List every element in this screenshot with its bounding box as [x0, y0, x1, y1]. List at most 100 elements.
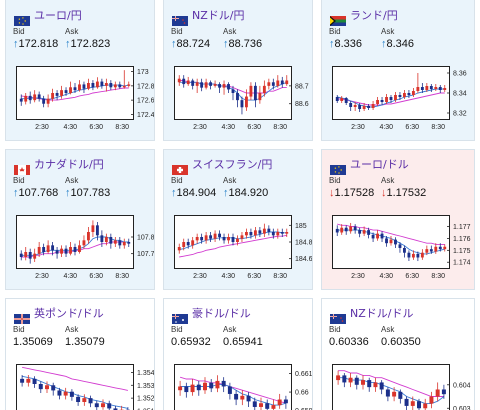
arrow-up-icon: ↑ [171, 38, 177, 50]
candlestick [438, 243, 442, 252]
ask-price-value: 172.823 [70, 38, 111, 50]
candlestick [51, 382, 56, 396]
x-axis-tick-label: 8:30 [115, 273, 129, 279]
candlestick [186, 76, 190, 86]
x-axis-tick-label: 2:30 [193, 273, 207, 279]
candlestick [203, 377, 207, 394]
candlestick [45, 381, 49, 393]
candlestick [425, 83, 429, 92]
candlestick [411, 250, 415, 260]
candlestick [385, 94, 388, 104]
currency-pair-card[interactable]: ユーロ/ドル Bid Ask ↓1.17528 ↓1.17532 1.177 1.176 1.… [321, 149, 475, 290]
x-axis-tick-label: 6:30 [89, 124, 103, 130]
x-axis-tick-label: 6:30 [405, 273, 419, 279]
x-axis-tick-label: 6:30 [247, 124, 261, 130]
candlestick [271, 78, 275, 90]
currency-pair-card[interactable]: カナダドル/円 Bid Ask ↑107.768 ↑107.783 107.8 107.7 2… [5, 149, 155, 290]
candlestick [340, 224, 344, 235]
ask-price-value: 184.920 [228, 187, 269, 199]
candlestick [46, 94, 50, 108]
candlestick [236, 89, 239, 108]
candlestick [118, 81, 122, 89]
x-axis-tick-label: 2:30 [35, 124, 49, 130]
candlestick [28, 248, 32, 264]
candlestick [249, 82, 253, 101]
candlestick [258, 227, 262, 237]
intraday-chart[interactable]: 1.354 1.353 1.352 1.351 [16, 364, 155, 410]
currency-pair-title[interactable]: ユーロ/円 [34, 9, 82, 22]
intraday-chart[interactable]: 173 172.8 172.6 172.4 2:30 4:30 6:30 8:30 [16, 66, 154, 130]
candlestick [204, 232, 208, 244]
candlestick [231, 233, 235, 246]
arrow-up-icon: ↑ [171, 187, 177, 199]
candlestick [407, 250, 411, 262]
arrow-up-icon: ↑ [65, 187, 71, 199]
currency-pair-card[interactable]: ユーロ/円 Bid Ask ↑172.818 ↑172.823 173 172.8 172.6… [5, 0, 155, 141]
y-axis-tick-label: 184.6 [295, 256, 313, 263]
intraday-chart[interactable]: 1.177 1.176 1.175 1.174 2:30 4:30 6:30 8:30 [332, 215, 472, 279]
candlestick [73, 83, 77, 93]
price-chart-svg: 185 184.8 184.6 2:30 4:30 6:30 8:30 [174, 215, 313, 279]
candlestick [358, 227, 362, 238]
intraday-chart[interactable]: 107.8 107.7 2:30 4:30 6:30 8:30 [16, 215, 154, 279]
candlestick [64, 87, 68, 96]
candlestick [37, 242, 41, 257]
intraday-chart[interactable]: 0.604 0.603 [332, 364, 472, 410]
currency-pair-title[interactable]: スイスフラン/円 [192, 158, 273, 171]
ask-label: Ask [65, 27, 79, 36]
candlestick [349, 101, 353, 111]
currency-pair-title[interactable]: ランド/円 [350, 9, 398, 22]
x-axis-tick-label: 8:30 [273, 124, 287, 130]
candlestick [227, 82, 230, 93]
ask-label: Ask [223, 325, 237, 334]
currency-pair-title[interactable]: カナダドル/円 [34, 158, 104, 171]
candlestick [109, 233, 113, 249]
currency-pair-card[interactable]: ランド/円 Bid Ask ↑8.336 ↑8.346 8.36 8.34 8.32 2:30 4… [321, 0, 475, 141]
currency-pair-title[interactable]: NZドル/ドル [350, 307, 414, 320]
ask-price-value: 88.736 [228, 38, 263, 50]
candlestick [69, 242, 72, 256]
currency-pair-card[interactable]: NZドル/ドル Bid Ask 0.60336 0.60350 0.604 0.603 [321, 298, 475, 410]
candlestick [100, 230, 104, 247]
candlestick [358, 103, 362, 112]
candlestick [367, 377, 372, 392]
y-axis-tick-label: 1.175 [453, 248, 471, 255]
currency-pair-title[interactable]: 豪ドル/ドル [192, 307, 251, 320]
candlestick [344, 225, 348, 235]
intraday-chart[interactable]: 185 184.8 184.6 2:30 4:30 6:30 8:30 [174, 215, 313, 279]
currency-pair-card[interactable]: NZドル/円 Bid Ask ↑88.724 ↑88.736 88.7 88.6 2:30 4:… [163, 0, 313, 141]
candlestick [24, 247, 28, 261]
bid-label: Bid [329, 176, 341, 185]
candlestick [60, 85, 63, 99]
intraday-chart[interactable]: 0.661 0.66 0.659 [174, 364, 312, 410]
bid-price: ↑172.818 [13, 38, 58, 50]
currency-pair-card[interactable]: スイスフラン/円 Bid Ask ↑184.904 ↑184.920 185 184.8 18… [163, 149, 313, 290]
candlestick [94, 400, 99, 410]
candlestick [258, 85, 262, 104]
currency-pair-title[interactable]: 英ポンド/ドル [34, 307, 104, 320]
arrow-up-icon: ↑ [13, 187, 19, 199]
intraday-chart[interactable]: 8.36 8.34 8.32 2:30 4:30 6:30 8:30 [332, 66, 472, 130]
y-axis-tick-label: 88.7 [295, 83, 309, 90]
candlestick [69, 81, 72, 95]
candlestick [276, 228, 280, 239]
intraday-chart[interactable]: 88.7 88.6 2:30 4:30 6:30 8:30 [174, 66, 312, 130]
candlestick [271, 399, 276, 410]
currency-pair-card[interactable]: 豪ドル/ドル Bid Ask 0.65932 0.65941 0.661 0.66 0.659 [163, 298, 313, 410]
candlestick [277, 393, 282, 409]
candlestick [196, 380, 201, 396]
candlestick [353, 224, 357, 234]
currency-pair-title[interactable]: NZドル/円 [192, 9, 245, 22]
currency-pair-title[interactable]: ユーロ/ドル [350, 158, 409, 171]
y-axis-tick-label: 1.351 [137, 409, 155, 410]
currency-pair-card[interactable]: 英ポンド/ドル Bid Ask 1.35069 1.35079 1.354 1.353 1.3… [5, 298, 155, 410]
candlestick [76, 394, 81, 406]
au-us-flag-icon [172, 309, 188, 324]
ask-label: Ask [223, 176, 237, 185]
x-axis-tick-label: 4:30 [379, 273, 393, 279]
arrow-up-icon: ↑ [65, 38, 71, 50]
price-chart-svg: 1.354 1.353 1.352 1.351 [16, 364, 155, 410]
arrow-up-icon: ↑ [223, 38, 229, 50]
ask-price-value: 0.65941 [223, 336, 263, 348]
candlestick [367, 104, 371, 110]
